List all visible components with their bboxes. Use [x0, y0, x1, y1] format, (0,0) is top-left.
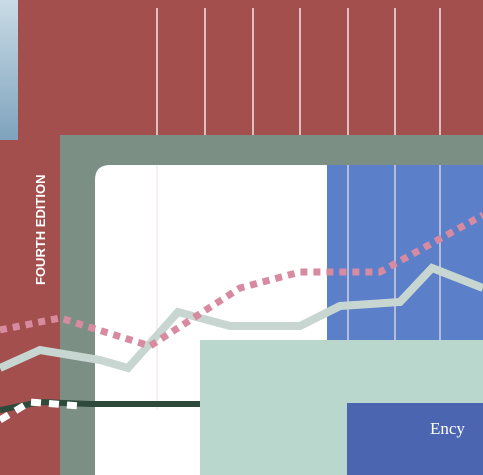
dotted-line	[0, 211, 483, 350]
title-plate	[347, 403, 483, 475]
light-line	[0, 263, 483, 373]
edition-label: FOURTH EDITION	[33, 175, 48, 286]
photo-strip	[0, 0, 18, 140]
title-fragment: Ency	[430, 419, 465, 438]
